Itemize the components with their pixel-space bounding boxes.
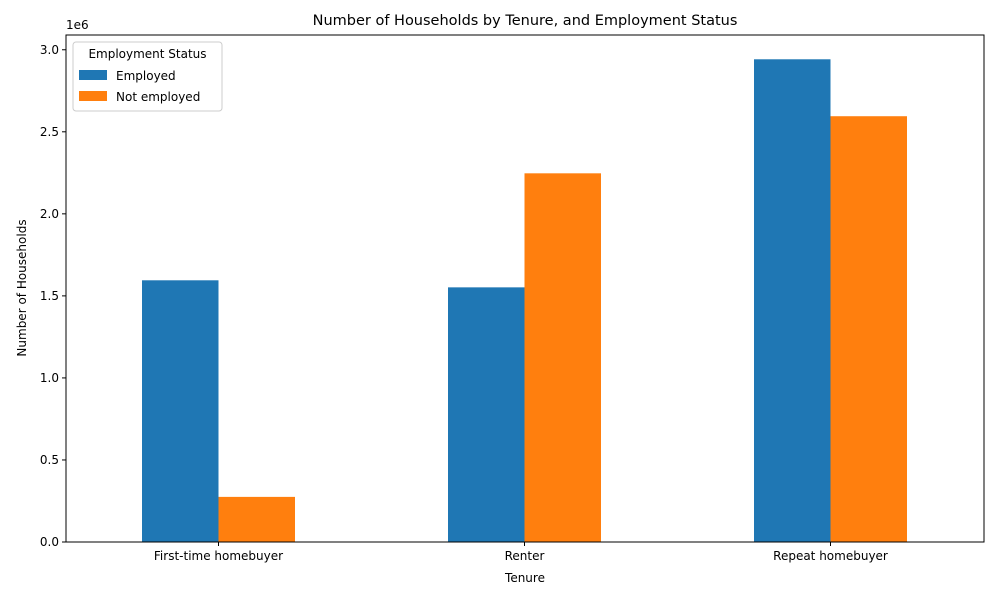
x-axis-label: Tenure: [504, 571, 545, 585]
y-tick-label: 2.0: [40, 207, 59, 221]
y-tick-label: 0.5: [40, 453, 59, 467]
bar-employed-renter: [448, 287, 525, 542]
y-tick-label: 2.5: [40, 125, 59, 139]
y-tick-label: 3.0: [40, 43, 59, 57]
bar-employed-first-time-homebuyer: [142, 280, 219, 542]
bar-not-employed-first-time-homebuyer: [218, 496, 295, 542]
y-axis: 0.0 0.5 1.0 1.5 2.0 2.5 3.0: [40, 43, 66, 549]
x-tick-label: Repeat homebuyer: [773, 549, 888, 563]
legend-swatch-employed: [79, 70, 107, 80]
bar-not-employed-repeat-homebuyer: [830, 116, 907, 542]
x-tick-label: First-time homebuyer: [154, 549, 283, 563]
y-axis-label: Number of Households: [15, 219, 29, 356]
y-offset-text: 1e6: [66, 18, 89, 32]
y-tick-label: 1.5: [40, 289, 59, 303]
legend-title: Employment Status: [88, 47, 206, 61]
legend-frame: [72, 41, 223, 112]
bar-not-employed-renter: [524, 173, 601, 542]
x-axis: First-time homebuyer Renter Repeat homebuy…: [154, 542, 888, 563]
legend-label-employed: Employed: [116, 69, 176, 83]
legend-label-not-employed: Not employed: [116, 90, 200, 104]
bars-group: [142, 59, 907, 542]
bar-employed-repeat-homebuyer: [754, 59, 831, 542]
plot-frame: [65, 34, 985, 543]
x-tick-label: Renter: [505, 549, 545, 563]
legend: Employment Status Employed Not employed: [72, 41, 223, 112]
y-tick-label: 1.0: [40, 371, 59, 385]
chart-title: Number of Households by Tenure, and Empl…: [313, 13, 738, 29]
y-tick-label: 0.0: [40, 535, 59, 549]
legend-swatch-not-employed: [79, 91, 107, 101]
